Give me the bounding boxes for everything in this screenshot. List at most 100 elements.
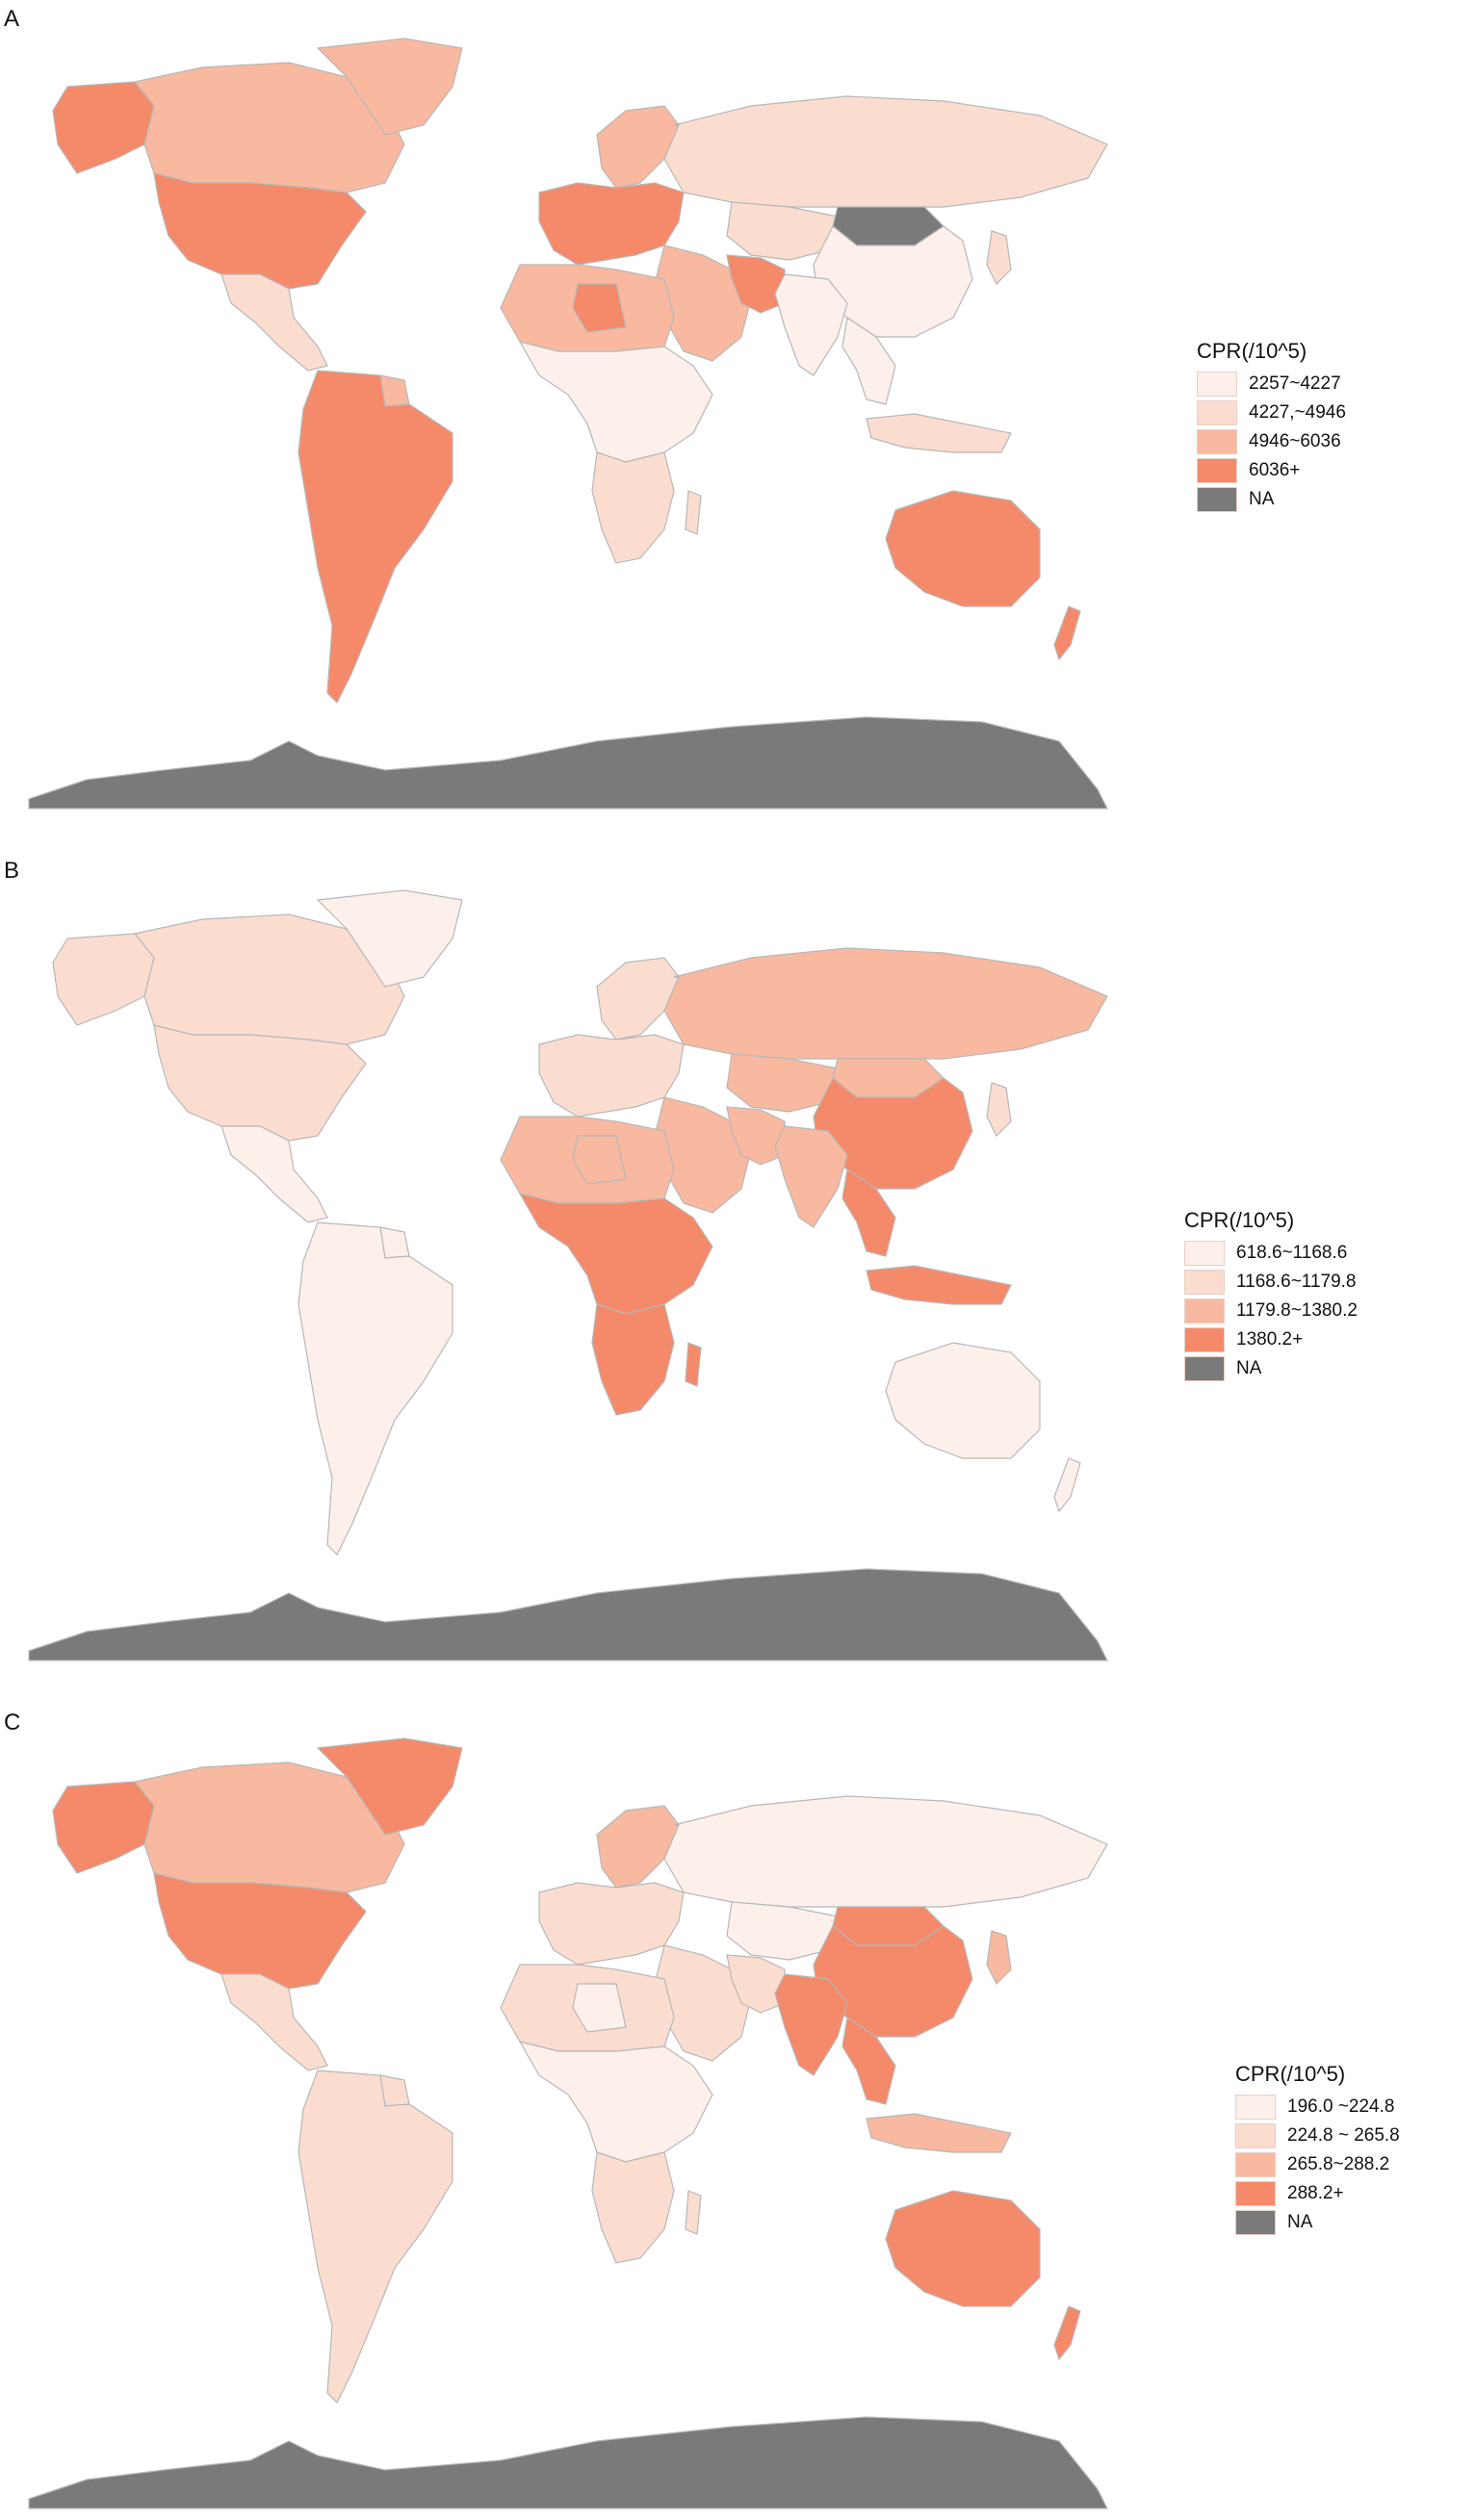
- legend-label: 265.8~288.2: [1287, 2154, 1390, 2174]
- region-southern-africa: [591, 451, 675, 564]
- legend-swatch: [1197, 458, 1237, 483]
- legend-label: 6036+: [1249, 460, 1301, 480]
- region-australia: [885, 490, 1041, 607]
- legend-label: 224.8 ~ 265.8: [1287, 2125, 1400, 2146]
- legend-item: NA: [1184, 1356, 1358, 1381]
- panel-c: C CPR(/10^5) 196.0 ~224.8 224.8 ~ 265.8 …: [0, 1704, 1475, 2520]
- region-greenland: [316, 889, 463, 988]
- legend-item: 1380.2+: [1184, 1327, 1358, 1352]
- legend-title: CPR(/10^5): [1184, 1208, 1295, 1232]
- region-south-america: [298, 2070, 453, 2404]
- legend-title: CPR(/10^5): [1197, 339, 1307, 363]
- region-alaska: [52, 81, 155, 174]
- region-north-america: [153, 172, 367, 290]
- region-iran: [726, 254, 786, 314]
- legend-swatch: [1235, 2095, 1276, 2120]
- legend-label: 4946~6036: [1249, 431, 1341, 451]
- region-libya: [572, 283, 627, 333]
- region-north-america: [153, 1872, 367, 1990]
- region-madagascar: [685, 490, 702, 535]
- world-map: [28, 889, 1108, 1661]
- region-alaska: [52, 933, 155, 1026]
- legend-label: 196.0 ~224.8: [1287, 2096, 1395, 2117]
- region-sub-saharan-africa: [518, 341, 713, 463]
- region-iran: [726, 1954, 786, 2014]
- legend-swatch: [1197, 400, 1237, 425]
- region-japan: [986, 230, 1012, 286]
- legend-swatch: [1235, 2181, 1276, 2206]
- legend-item: 1179.8~1380.2: [1184, 1299, 1358, 1324]
- region-central-asia: [726, 201, 839, 261]
- region-japan: [986, 1930, 1012, 1986]
- legend-swatch: [1184, 1356, 1225, 1381]
- region-india: [774, 1125, 848, 1228]
- region-india: [774, 273, 848, 376]
- region-australia: [885, 1342, 1041, 1459]
- legend: CPR(/10^5) 618.6~1168.6 1168.6~1179.8 11…: [1184, 1208, 1358, 1385]
- legend-swatch: [1184, 1241, 1225, 1266]
- region-south-america: [298, 1221, 453, 1556]
- region-new-zealand: [1053, 2305, 1081, 2361]
- region-central-america: [220, 273, 328, 372]
- region-alaska: [52, 1781, 155, 1874]
- region-southeast-asia: [841, 316, 896, 405]
- region-new-zealand: [1053, 1457, 1081, 1513]
- legend-item: 4946~6036: [1197, 429, 1346, 454]
- legend-label: 4227,~4946: [1249, 402, 1346, 423]
- region-indonesia: [866, 413, 1012, 453]
- region-iran: [726, 1106, 786, 1166]
- legend-label: 2257~4227: [1249, 373, 1341, 394]
- legend: CPR(/10^5) 2257~4227 4227,~4946 4946~603…: [1197, 339, 1346, 516]
- panel-letter: A: [4, 6, 20, 32]
- region-australia: [885, 2190, 1041, 2307]
- region-greenland: [316, 1737, 463, 1836]
- legend-item: 1168.6~1179.8: [1184, 1270, 1358, 1295]
- region-scandinavia: [596, 957, 680, 1041]
- panel-a: A CPR(/10^5) 2257~4227 4227,~4946 4946~6…: [0, 0, 1475, 828]
- region-antarctica: [28, 1568, 1108, 1661]
- region-southeast-asia: [841, 2016, 896, 2105]
- legend-label: NA: [1236, 1358, 1262, 1378]
- region-madagascar: [685, 2190, 702, 2235]
- legend-swatch: [1184, 1299, 1225, 1324]
- legend-label: 1380.2+: [1236, 1329, 1304, 1350]
- panel-letter: C: [4, 1710, 21, 1736]
- region-scandinavia: [596, 105, 680, 189]
- legend-label: 1168.6~1179.8: [1236, 1272, 1357, 1292]
- region-north-america: [153, 1024, 367, 1142]
- legend-item: 288.2+: [1235, 2181, 1400, 2206]
- legend-swatch: [1197, 372, 1237, 397]
- legend-item: NA: [1197, 487, 1346, 512]
- legend-swatch: [1184, 1327, 1225, 1352]
- region-scandinavia: [596, 1805, 680, 1889]
- legend-swatch: [1235, 2210, 1276, 2235]
- region-russia: [663, 1795, 1108, 1908]
- legend-label: 288.2+: [1287, 2183, 1344, 2203]
- legend-item: 224.8 ~ 265.8: [1235, 2123, 1400, 2148]
- region-central-america: [220, 1125, 328, 1223]
- region-japan: [986, 1082, 1012, 1138]
- region-central-america: [220, 1973, 328, 2071]
- legend-item: 4227,~4946: [1197, 400, 1346, 425]
- legend-label: NA: [1249, 489, 1275, 509]
- legend-item: 6036+: [1197, 458, 1346, 483]
- legend-swatch: [1197, 487, 1237, 512]
- region-south-america: [298, 370, 453, 705]
- panel-b: B CPR(/10^5) 618.6~1168.6 1168.6~1179.8 …: [0, 852, 1475, 1680]
- legend: CPR(/10^5) 196.0 ~224.8 224.8 ~ 265.8 26…: [1235, 2062, 1400, 2239]
- legend-item: 196.0 ~224.8: [1235, 2095, 1400, 2120]
- region-new-zealand: [1053, 605, 1081, 661]
- region-russia: [663, 947, 1108, 1060]
- region-indonesia: [866, 1265, 1012, 1305]
- world-map: [28, 1737, 1108, 2509]
- panel-letter: B: [4, 858, 20, 884]
- region-southern-africa: [591, 1303, 675, 1416]
- region-libya: [572, 1135, 627, 1185]
- region-southeast-asia: [841, 1168, 896, 1257]
- region-central-asia: [726, 1901, 839, 1961]
- region-antarctica: [28, 2416, 1108, 2509]
- legend-label: NA: [1287, 2212, 1313, 2232]
- region-sub-saharan-africa: [518, 2041, 713, 2163]
- region-indonesia: [866, 2113, 1012, 2153]
- region-india: [774, 1973, 848, 2076]
